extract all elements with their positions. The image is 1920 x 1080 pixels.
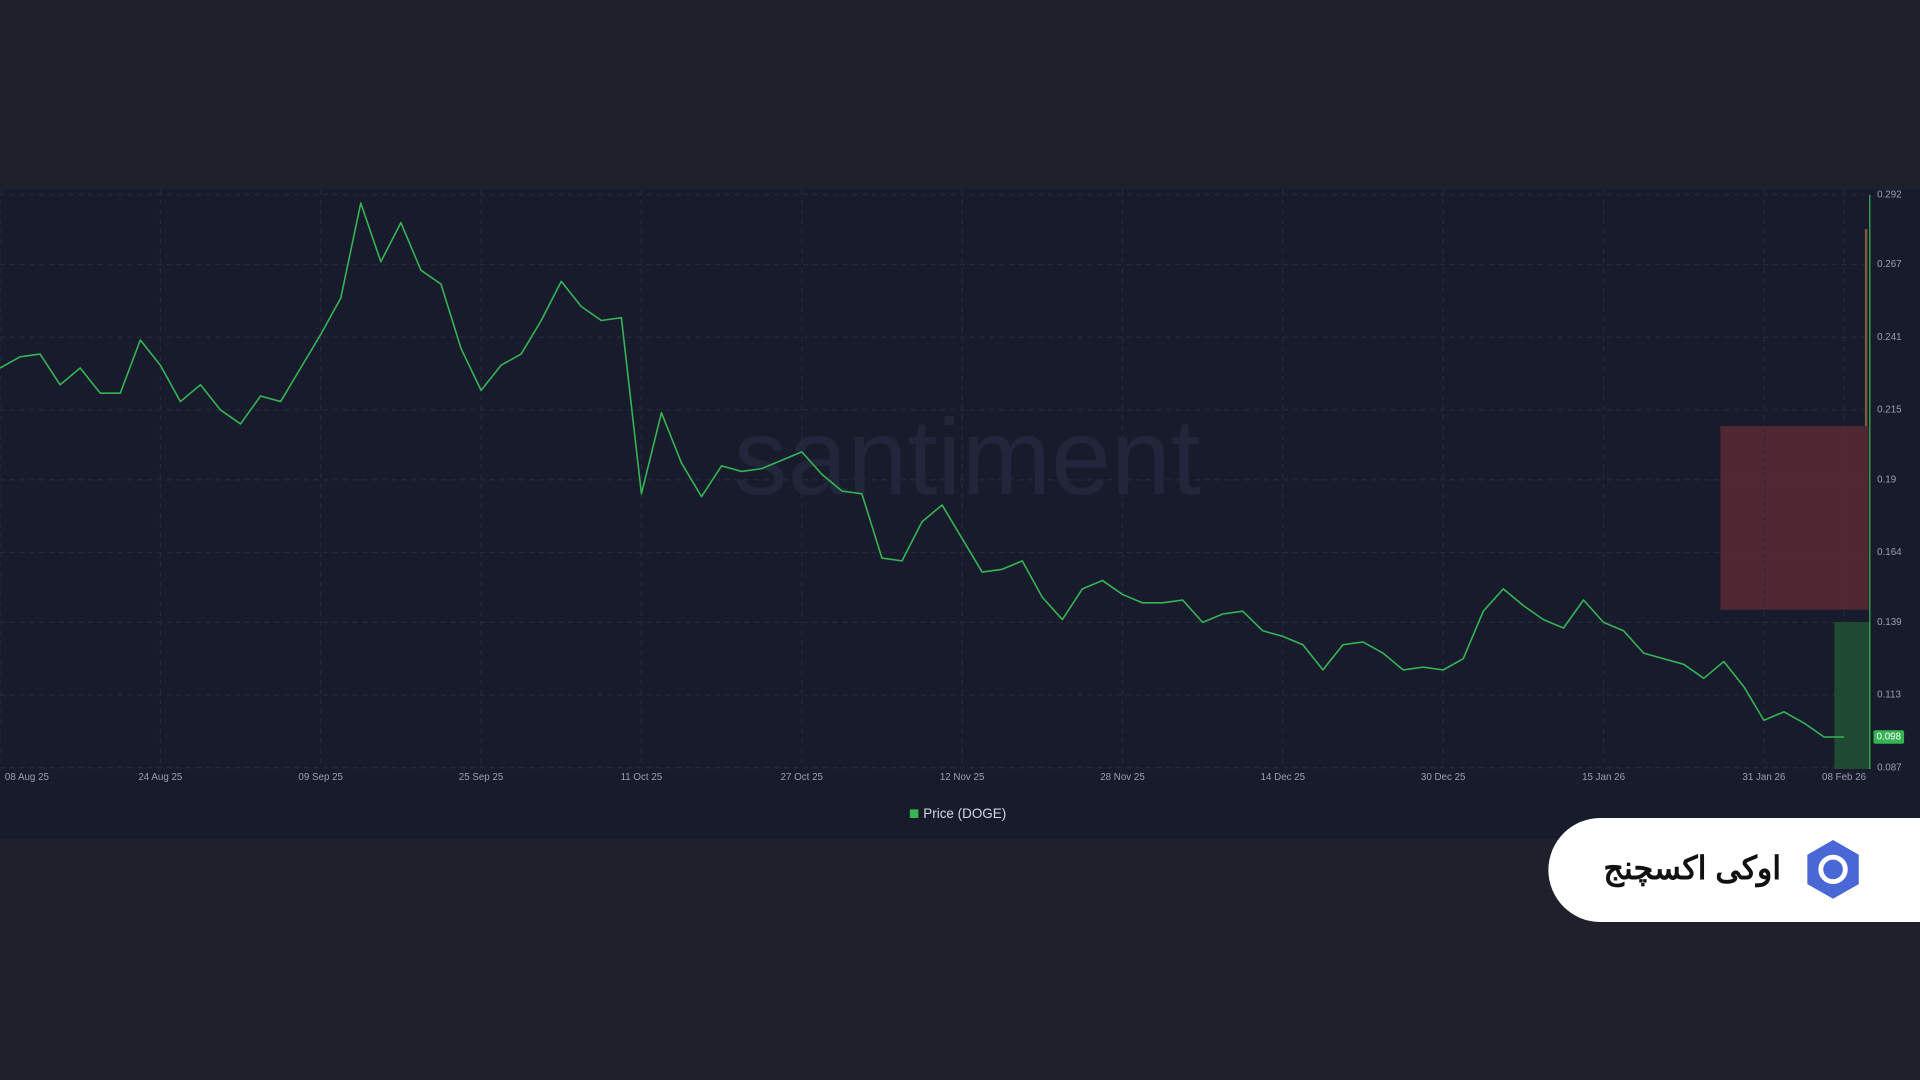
brand-badge: اوکی اکسچنج bbox=[1548, 817, 1920, 923]
x-tick-label: 30 Dec 25 bbox=[1421, 772, 1466, 783]
x-tick-label: 08 Feb 26 bbox=[1822, 772, 1867, 783]
brand-logo-ring bbox=[1818, 854, 1848, 885]
brand-name: اوکی اکسچنج bbox=[1603, 850, 1781, 888]
overlay-box-green bbox=[1834, 622, 1870, 769]
overlay-box-red bbox=[1720, 426, 1869, 610]
last-value-tag bbox=[1873, 730, 1905, 744]
legend-label: Price (DOGE) bbox=[923, 806, 1006, 821]
plot: 0.098 bbox=[0, 202, 1905, 744]
x-tick-label: 27 Oct 25 bbox=[781, 772, 824, 783]
x-tick-label: 12 Nov 25 bbox=[940, 772, 985, 783]
x-tick-label: 24 Aug 25 bbox=[138, 772, 183, 783]
price-line bbox=[0, 202, 1845, 738]
watermark: santiment bbox=[734, 396, 1201, 517]
last-value-label: 0.098 bbox=[1877, 732, 1902, 743]
y-tick-label: 0.267 bbox=[1877, 259, 1901, 270]
grid: 0.087 0.113 0.139 0.164 0.19 0.215 0.241 0.267 0… bbox=[0, 189, 1902, 783]
brand-logo bbox=[1807, 840, 1859, 899]
y-tick-label: 0.164 bbox=[1877, 547, 1902, 558]
y-tick-label: 0.087 bbox=[1877, 762, 1901, 773]
y-tick-label: 0.241 bbox=[1877, 332, 1901, 343]
x-tick-label: 08 Aug 25 bbox=[5, 772, 50, 783]
legend: Price (DOGE) bbox=[909, 806, 1006, 821]
y-tick-label: 0.292 bbox=[1877, 189, 1901, 200]
y-tick-label: 0.113 bbox=[1877, 690, 1901, 701]
x-tick-label: 15 Jan 26 bbox=[1582, 772, 1626, 783]
x-tick-label: 09 Sep 25 bbox=[298, 772, 343, 783]
x-tick-label: 28 Nov 25 bbox=[1100, 772, 1145, 783]
x-tick-label: 11 Oct 25 bbox=[621, 772, 663, 783]
y-tick-label: 0.19 bbox=[1877, 474, 1896, 485]
y-tick-label: 0.215 bbox=[1877, 405, 1902, 416]
x-tick-label: 31 Jan 26 bbox=[1742, 772, 1786, 783]
x-tick-label: 14 Dec 25 bbox=[1261, 772, 1306, 783]
y-tick-label: 0.139 bbox=[1877, 617, 1901, 628]
legend-swatch bbox=[909, 809, 919, 818]
x-tick-label: 25 Sep 25 bbox=[459, 772, 504, 783]
chart-panel bbox=[0, 189, 1920, 839]
